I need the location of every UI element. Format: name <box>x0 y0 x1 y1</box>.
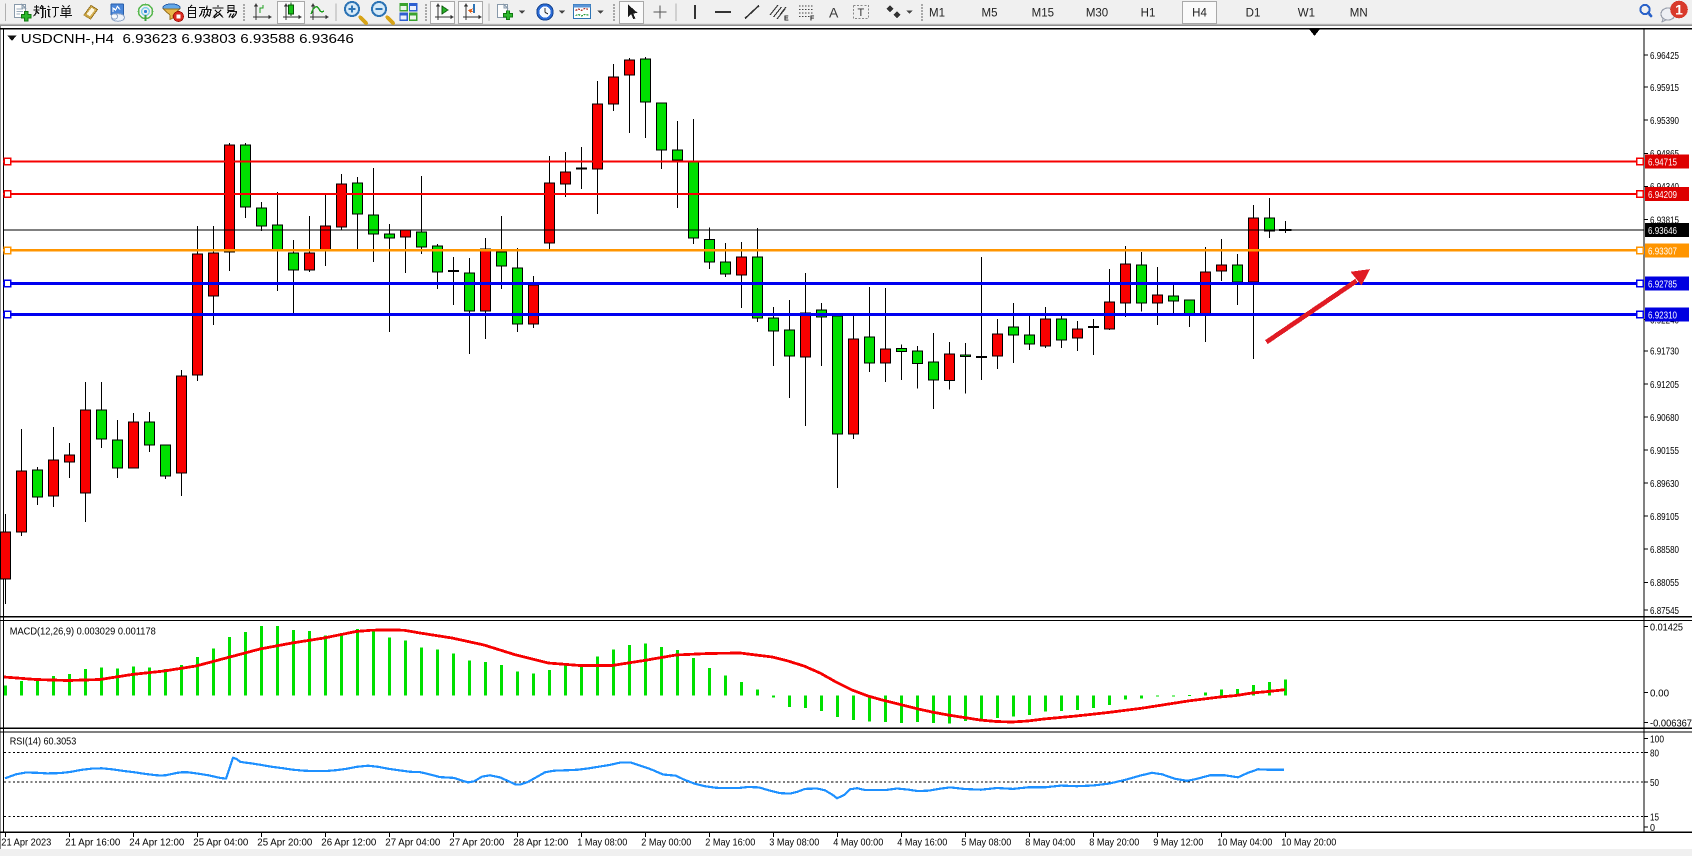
svg-text:6.92310: 6.92310 <box>1648 309 1677 321</box>
svg-text:0: 0 <box>1650 822 1655 834</box>
svg-text:1: 1 <box>1675 2 1683 18</box>
svg-text:27 Apr 20:00: 27 Apr 20:00 <box>449 837 504 849</box>
svg-text:100: 100 <box>1650 734 1664 746</box>
svg-text:M5: M5 <box>982 8 998 20</box>
svg-text:F: F <box>810 16 815 23</box>
svg-text:1 May 08:00: 1 May 08:00 <box>577 837 627 849</box>
svg-text:M1: M1 <box>929 8 945 20</box>
svg-text:MACD(12,26,9) 0.003029 0.00117: MACD(12,26,9) 0.003029 0.001178 <box>10 625 156 637</box>
svg-text:8 May 04:00: 8 May 04:00 <box>1025 837 1075 849</box>
svg-text:6.90680: 6.90680 <box>1650 412 1679 424</box>
svg-text:8 May 20:00: 8 May 20:00 <box>1089 837 1139 849</box>
svg-text:H1: H1 <box>1141 8 1156 20</box>
svg-text:26 Apr 12:00: 26 Apr 12:00 <box>321 837 376 849</box>
svg-text:M15: M15 <box>1032 8 1054 20</box>
svg-text:21 Apr 16:00: 21 Apr 16:00 <box>65 837 120 849</box>
svg-text:0.01425: 0.01425 <box>1650 621 1683 633</box>
svg-text:6.87545: 6.87545 <box>1650 605 1679 617</box>
svg-text:2 May 00:00: 2 May 00:00 <box>641 837 691 849</box>
svg-text:27 Apr 04:00: 27 Apr 04:00 <box>385 837 440 849</box>
svg-text:15: 15 <box>1650 811 1659 823</box>
svg-text:6.91730: 6.91730 <box>1650 346 1679 358</box>
svg-text:24 Apr 12:00: 24 Apr 12:00 <box>129 837 184 849</box>
svg-text:6.91205: 6.91205 <box>1650 379 1679 391</box>
svg-text:2 May 16:00: 2 May 16:00 <box>705 837 755 849</box>
svg-text:RSI(14) 60.3053: RSI(14) 60.3053 <box>10 735 77 747</box>
svg-text:3 May 08:00: 3 May 08:00 <box>769 837 819 849</box>
svg-text:6.93307: 6.93307 <box>1648 245 1677 257</box>
svg-text:6.88055: 6.88055 <box>1650 577 1679 589</box>
svg-text:6.94715: 6.94715 <box>1648 156 1677 168</box>
svg-text:E: E <box>784 16 789 23</box>
svg-text:6.95915: 6.95915 <box>1650 82 1679 94</box>
svg-text:25 Apr 20:00: 25 Apr 20:00 <box>257 837 312 849</box>
svg-text:D1: D1 <box>1246 8 1261 20</box>
svg-text:H4: H4 <box>1192 8 1207 20</box>
svg-text:USDCNH-,H4 6.93623 6.93803 6.: USDCNH-,H4 6.93623 6.93803 6.93588 6.936… <box>21 32 354 46</box>
svg-text:6.96425: 6.96425 <box>1650 50 1679 62</box>
svg-text:5 May 08:00: 5 May 08:00 <box>961 837 1011 849</box>
svg-text:6.95390: 6.95390 <box>1650 115 1679 127</box>
svg-text:6.90155: 6.90155 <box>1650 445 1679 457</box>
svg-text:28 Apr 12:00: 28 Apr 12:00 <box>513 837 568 849</box>
svg-text:10 May 20:00: 10 May 20:00 <box>1281 837 1336 849</box>
svg-text:T: T <box>858 7 865 19</box>
svg-text:6.93646: 6.93646 <box>1648 225 1677 237</box>
svg-text:4 May 00:00: 4 May 00:00 <box>833 837 883 849</box>
svg-text:25 Apr 04:00: 25 Apr 04:00 <box>193 837 248 849</box>
svg-text:50: 50 <box>1650 777 1659 789</box>
svg-text:6.92785: 6.92785 <box>1648 279 1677 291</box>
svg-text:9 May 12:00: 9 May 12:00 <box>1153 837 1203 849</box>
svg-text:21 Apr 2023: 21 Apr 2023 <box>1 837 51 849</box>
svg-text:4 May 16:00: 4 May 16:00 <box>897 837 947 849</box>
svg-text:-0.006367: -0.006367 <box>1650 717 1692 729</box>
svg-text:10 May 04:00: 10 May 04:00 <box>1217 837 1272 849</box>
svg-text:6.88580: 6.88580 <box>1650 544 1679 556</box>
svg-text:6.94209: 6.94209 <box>1648 189 1677 201</box>
svg-text:0.00: 0.00 <box>1650 687 1669 699</box>
svg-text:A: A <box>829 5 839 21</box>
svg-text:MN: MN <box>1350 8 1368 20</box>
svg-text:W1: W1 <box>1298 8 1315 20</box>
svg-text:80: 80 <box>1650 747 1659 759</box>
svg-text:6.89105: 6.89105 <box>1650 511 1679 523</box>
svg-text:M30: M30 <box>1086 8 1108 20</box>
svg-text:6.89630: 6.89630 <box>1650 478 1679 490</box>
